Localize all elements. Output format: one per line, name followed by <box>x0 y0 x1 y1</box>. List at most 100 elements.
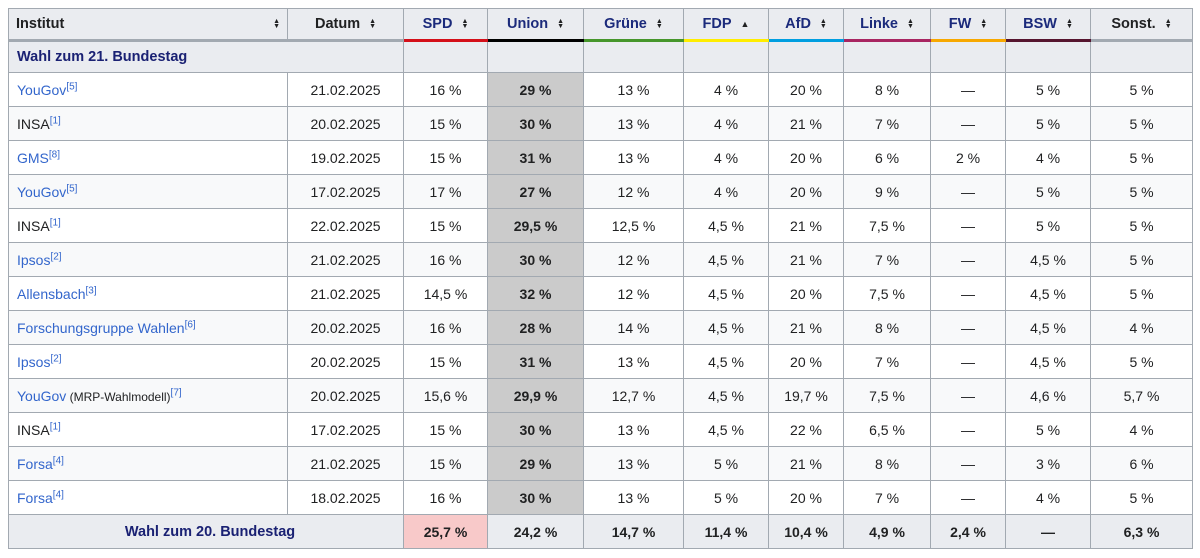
poll-value-grüne: 13 % <box>583 344 684 379</box>
reference-link[interactable]: [7] <box>170 386 182 398</box>
poll-row: Allensbach[3] 21.02.2025 14,5 % 32 % 12 % 4,5… <box>8 276 1193 311</box>
poll-value-spd: 14,5 % <box>403 276 488 311</box>
poll-value-union: 29 % <box>487 446 584 481</box>
institute-name: INSA <box>17 115 50 132</box>
poll-value-fdp: 4,5 % <box>683 310 769 345</box>
institute-link[interactable]: Allensbach <box>17 285 86 302</box>
poll-value-sonst: 5 % <box>1090 276 1193 311</box>
reference-link[interactable]: [8] <box>48 148 61 160</box>
reference-link[interactable]: [1] <box>49 216 61 228</box>
column-header-sonst[interactable]: Sonst. ▲ ▼ <box>1090 8 1193 42</box>
poll-row: Forsa[4] 21.02.2025 15 % 29 % 13 % 5 % 21 % 8 %… <box>8 446 1193 481</box>
institute-name: INSA <box>17 421 50 438</box>
institute-cell: Forschungsgruppe Wahlen[6] <box>8 310 288 345</box>
reference-link[interactable]: [5] <box>66 80 78 92</box>
poll-value-grüne: 12 % <box>583 276 684 311</box>
column-header-datum[interactable]: Datum ▲ ▼ <box>287 8 404 42</box>
column-label-spd: SPD <box>422 16 453 32</box>
poll-value-sonst: 5 % <box>1090 72 1193 107</box>
institute-link[interactable]: YouGov <box>17 183 67 200</box>
poll-value-sonst: 4 % <box>1090 412 1193 447</box>
poll-value-spd: 15 % <box>403 446 488 481</box>
poll-value-bsw: 4,5 % <box>1005 344 1091 379</box>
poll-row: Ipsos[2] 21.02.2025 16 % 30 % 12 % 4,5 % 21 % 7… <box>8 242 1193 277</box>
institute-name: INSA <box>17 217 50 234</box>
reference-link[interactable]: [2] <box>50 352 62 364</box>
institute-link[interactable]: Ipsos <box>17 251 51 268</box>
column-header-fdp[interactable]: FDP ▲ <box>683 8 769 42</box>
poll-value-fw: — <box>930 412 1006 447</box>
section-empty-cell <box>487 40 584 73</box>
column-label-bsw: BSW <box>1023 16 1057 32</box>
poll-value-fdp: 5 % <box>683 446 769 481</box>
reference-link[interactable]: [6] <box>184 318 196 330</box>
date-cell: 21.02.2025 <box>287 72 404 107</box>
poll-value-linke: 7,5 % <box>843 208 931 243</box>
institute-cell: Forsa[4] <box>8 446 288 481</box>
section-header-wahl-21-link[interactable]: Wahl zum 21. Bundestag <box>8 40 404 73</box>
institute-link[interactable]: Forschungsgruppe Wahlen <box>17 319 185 336</box>
poll-value-bsw: 4,5 % <box>1005 310 1091 345</box>
poll-row: YouGov[5] 17.02.2025 17 % 27 % 12 % 4 % 20 % 9 … <box>8 174 1193 209</box>
sort-both-icon: ▲ ▼ <box>461 17 469 30</box>
reference-link[interactable]: [5] <box>66 182 78 194</box>
column-label-sonst: Sonst. <box>1111 16 1156 32</box>
poll-value-union: 28 % <box>487 310 584 345</box>
section-empty-cell <box>403 40 488 73</box>
poll-value-fdp: 4 % <box>683 106 769 141</box>
column-label-fdp: FDP <box>702 16 732 32</box>
section-empty-cell <box>583 40 684 73</box>
poll-row: INSA[1] 20.02.2025 15 % 30 % 13 % 4 % 21 % 7 % —… <box>8 106 1193 141</box>
poll-value-fdp: 4 % <box>683 140 769 175</box>
column-header-institut[interactable]: Institut ▲ ▼ <box>8 8 288 42</box>
institute-cell: Allensbach[3] <box>8 276 288 311</box>
poll-row: Ipsos[2] 20.02.2025 15 % 31 % 13 % 4,5 % 20 % 7… <box>8 344 1193 379</box>
reference-link[interactable]: [2] <box>50 250 62 262</box>
poll-value-bsw: 5 % <box>1005 106 1091 141</box>
poll-value-fdp: 4,5 % <box>683 276 769 311</box>
poll-value-bsw: 4 % <box>1005 140 1091 175</box>
poll-value-fw: — <box>930 72 1006 107</box>
column-header-linke[interactable]: Linke ▲ ▼ <box>843 8 931 42</box>
section-empty-cell <box>930 40 1006 73</box>
sort-both-icon: ▲ ▼ <box>906 17 914 30</box>
poll-value-fw: — <box>930 106 1006 141</box>
poll-value-linke: 9 % <box>843 174 931 209</box>
column-label-linke: Linke <box>860 16 898 32</box>
date-cell: 17.02.2025 <box>287 412 404 447</box>
reference-link[interactable]: [1] <box>49 114 61 126</box>
poll-value-fw: — <box>930 344 1006 379</box>
column-header-spd[interactable]: SPD ▲ ▼ <box>403 8 488 42</box>
reference-link[interactable]: [3] <box>85 284 97 296</box>
poll-value-fw: — <box>930 446 1006 481</box>
column-header-fw[interactable]: FW ▲ ▼ <box>930 8 1006 42</box>
poll-value-afd: 20 % <box>768 480 844 515</box>
section-header-wahl-20-link[interactable]: Wahl zum 20. Bundestag <box>8 514 404 549</box>
reference-link[interactable]: [4] <box>52 488 64 500</box>
column-header-grüne[interactable]: Grüne ▲ ▼ <box>583 8 684 42</box>
poll-row: INSA[1] 22.02.2025 15 % 29,5 % 12,5 % 4,5 % 21… <box>8 208 1193 243</box>
institute-link[interactable]: Ipsos <box>17 353 51 370</box>
poll-value-grüne: 14 % <box>583 310 684 345</box>
date-cell: 20.02.2025 <box>287 378 404 413</box>
column-header-afd[interactable]: AfD ▲ ▼ <box>768 8 844 42</box>
poll-value-grüne: 12 % <box>583 242 684 277</box>
poll-value-grüne: 13 % <box>583 412 684 447</box>
poll-value-bsw: 5 % <box>1005 72 1091 107</box>
column-header-bsw[interactable]: BSW ▲ ▼ <box>1005 8 1091 42</box>
poll-value-afd: 21 % <box>768 310 844 345</box>
date-cell: 21.02.2025 <box>287 446 404 481</box>
institute-link[interactable]: YouGov <box>17 387 67 404</box>
institute-link[interactable]: YouGov <box>17 81 67 98</box>
institute-link[interactable]: Forsa <box>17 489 53 506</box>
column-header-union[interactable]: Union ▲ ▼ <box>487 8 584 42</box>
sort-both-icon: ▲ ▼ <box>980 17 988 30</box>
reference-link[interactable]: [4] <box>52 454 64 466</box>
institute-link[interactable]: Forsa <box>17 455 53 472</box>
election-result-fdp: 11,4 % <box>683 514 769 549</box>
institute-link[interactable]: GMS <box>17 149 49 166</box>
poll-value-afd: 20 % <box>768 140 844 175</box>
column-label-institut: Institut <box>16 16 65 32</box>
poll-value-fw: — <box>930 174 1006 209</box>
reference-link[interactable]: [1] <box>49 420 61 432</box>
